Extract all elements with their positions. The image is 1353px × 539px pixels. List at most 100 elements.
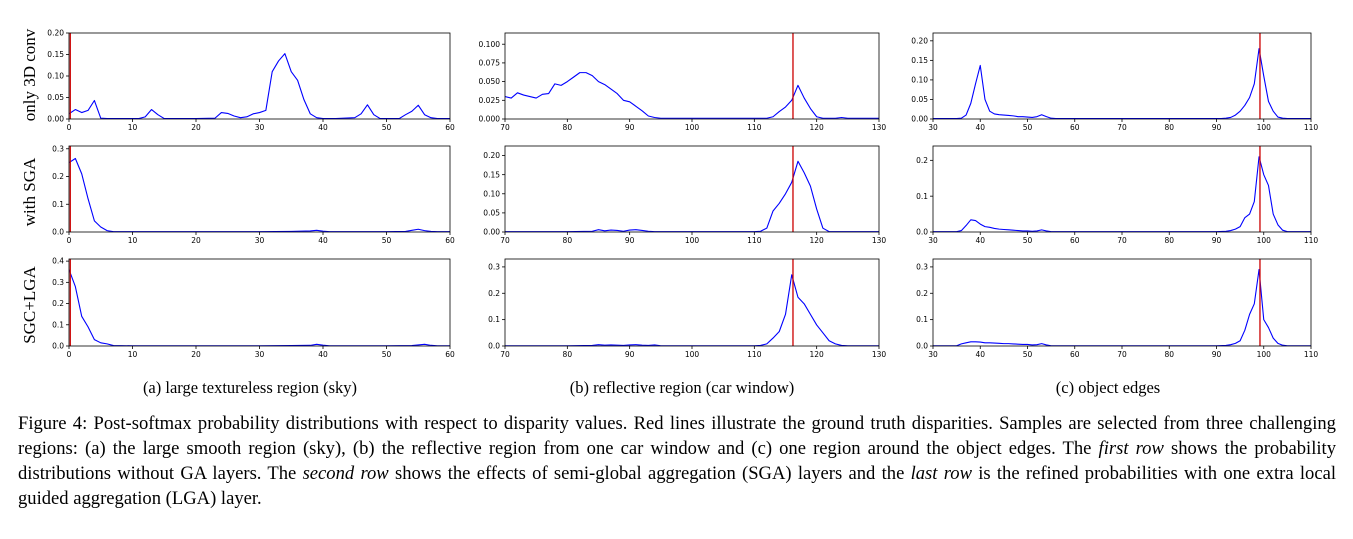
caption-text-2: shows the probability distributions with… bbox=[18, 438, 1336, 484]
x-tick-label: 50 bbox=[382, 236, 392, 245]
axes-frame bbox=[932, 145, 1312, 233]
x-tick-label: 80 bbox=[1164, 236, 1174, 245]
y-tick-label: 0.2 bbox=[52, 172, 64, 181]
y-tick-label: 0.2 bbox=[916, 156, 928, 165]
x-tick-label: 50 bbox=[382, 123, 392, 132]
y-tick-label: 0.05 bbox=[47, 93, 64, 102]
subfigure-caption-a: (a) large textureless region (sky) bbox=[143, 378, 357, 397]
y-tick-label: 0.15 bbox=[47, 50, 64, 59]
y-tick-label: 0.2 bbox=[52, 299, 64, 308]
chart-panel-c3: 0.0 0.1 0.2 0.3 30 40 50 60 70 80 90 100 110 bbox=[916, 258, 1319, 359]
y-tick-label: 0.00 bbox=[483, 228, 500, 237]
x-tick-label: 100 bbox=[1257, 123, 1272, 132]
x-tick-label: 100 bbox=[1257, 350, 1272, 359]
x-tick-label: 10 bbox=[128, 236, 138, 245]
x-tick-label: 30 bbox=[255, 123, 265, 132]
caption-figure-label: Figure 4: bbox=[18, 413, 88, 434]
x-tick-label: 70 bbox=[1117, 350, 1127, 359]
probability-curve bbox=[69, 157, 450, 232]
probability-curve bbox=[69, 53, 450, 119]
x-tick-label: 50 bbox=[382, 350, 392, 359]
x-tick-label: 20 bbox=[191, 123, 201, 132]
y-tick-label: 0.15 bbox=[483, 170, 500, 179]
y-tick-label: 0.075 bbox=[479, 59, 501, 68]
x-tick-label: 0 bbox=[67, 236, 72, 245]
x-tick-label: 30 bbox=[255, 350, 265, 359]
x-tick-label: 30 bbox=[928, 236, 938, 245]
x-tick-label: 70 bbox=[1117, 236, 1127, 245]
caption-italic-last-row: last row bbox=[910, 463, 972, 484]
y-tick-label: 0.3 bbox=[52, 278, 64, 287]
y-tick-label: 0.05 bbox=[911, 95, 928, 104]
row-label-sgc-lga: SGC+LGA bbox=[20, 265, 39, 343]
x-tick-label: 30 bbox=[928, 123, 938, 132]
x-tick-label: 40 bbox=[975, 123, 985, 132]
y-tick-label: 0.0 bbox=[488, 342, 500, 351]
x-tick-label: 40 bbox=[975, 236, 985, 245]
figure-caption: Figure 4: Post-softmax probability distr… bbox=[18, 411, 1336, 511]
x-tick-label: 80 bbox=[1164, 350, 1174, 359]
probability-curve bbox=[505, 72, 879, 119]
chart-panel-c1: 0.00 0.05 0.10 0.15 0.20 30 40 50 60 70 80 90 100 110 bbox=[911, 32, 1318, 132]
caption-italic-first-row: first row bbox=[1098, 438, 1164, 459]
axes-frame bbox=[932, 32, 1312, 120]
y-tick-label: 0.10 bbox=[47, 72, 64, 81]
probability-curve bbox=[933, 268, 1311, 346]
x-tick-label: 60 bbox=[1070, 123, 1080, 132]
chart-panel-b1: 0.000 0.025 0.050 0.075 0.100 70 80 90 100 110 120… bbox=[479, 32, 887, 132]
y-tick-label: 0.2 bbox=[916, 289, 928, 298]
chart-panel-a2: 0.0 0.1 0.2 0.3 0 10 20 30 40 50 60 bbox=[52, 144, 455, 245]
y-tick-label: 0.05 bbox=[483, 208, 500, 217]
x-tick-label: 120 bbox=[810, 236, 825, 245]
x-tick-label: 80 bbox=[563, 350, 573, 359]
x-tick-label: 80 bbox=[563, 236, 573, 245]
x-tick-label: 30 bbox=[928, 350, 938, 359]
x-tick-label: 70 bbox=[1117, 123, 1127, 132]
x-tick-label: 110 bbox=[747, 236, 762, 245]
axes-frame bbox=[68, 258, 451, 347]
x-tick-label: 60 bbox=[445, 350, 455, 359]
y-tick-label: 0.0 bbox=[52, 228, 64, 237]
x-tick-label: 40 bbox=[318, 350, 328, 359]
caption-text-3: shows the effects of semi-global aggrega… bbox=[388, 463, 911, 484]
x-tick-label: 110 bbox=[1304, 350, 1319, 359]
x-tick-label: 90 bbox=[625, 236, 635, 245]
y-tick-label: 0.100 bbox=[479, 40, 501, 49]
x-tick-label: 90 bbox=[625, 123, 635, 132]
chart-panel-b3: 0.0 0.1 0.2 0.3 70 80 90 100 110 120 130 bbox=[488, 258, 887, 359]
y-tick-label: 0.2 bbox=[488, 289, 500, 298]
x-tick-label: 40 bbox=[318, 123, 328, 132]
x-tick-label: 90 bbox=[1212, 350, 1222, 359]
y-tick-label: 0.1 bbox=[488, 315, 500, 324]
chart-panel-a1: 0.00 0.05 0.10 0.15 0.20 0 10 20 30 40 50 60 bbox=[47, 29, 455, 132]
y-tick-label: 0.10 bbox=[911, 76, 928, 85]
y-tick-label: 0.20 bbox=[47, 29, 64, 38]
axes-frame bbox=[68, 145, 451, 233]
x-tick-label: 60 bbox=[1070, 350, 1080, 359]
x-tick-label: 110 bbox=[747, 350, 762, 359]
x-tick-label: 40 bbox=[975, 350, 985, 359]
x-tick-label: 130 bbox=[872, 123, 887, 132]
x-tick-label: 90 bbox=[1212, 123, 1222, 132]
x-tick-label: 130 bbox=[872, 350, 887, 359]
y-tick-label: 0.10 bbox=[483, 189, 500, 198]
caption-italic-second-row: second row bbox=[302, 463, 389, 484]
caption-text-4: is the refined probabilities with one ex… bbox=[18, 463, 1336, 509]
x-tick-label: 60 bbox=[445, 236, 455, 245]
x-tick-label: 130 bbox=[872, 236, 887, 245]
x-tick-label: 80 bbox=[1164, 123, 1174, 132]
x-tick-label: 20 bbox=[191, 236, 201, 245]
y-tick-label: 0.050 bbox=[479, 77, 501, 86]
chart-panel-a3: 0.0 0.1 0.2 0.3 0.4 0 10 20 30 40 50 60 bbox=[52, 257, 455, 359]
y-tick-label: 0.4 bbox=[52, 257, 64, 266]
x-tick-label: 90 bbox=[625, 350, 635, 359]
y-tick-label: 0.0 bbox=[52, 342, 64, 351]
x-tick-label: 60 bbox=[1070, 236, 1080, 245]
y-tick-label: 0.3 bbox=[488, 263, 500, 272]
y-tick-label: 0.3 bbox=[52, 144, 64, 153]
subfigure-caption-b: (b) reflective region (car window) bbox=[570, 378, 794, 397]
x-tick-label: 120 bbox=[810, 350, 825, 359]
x-tick-label: 10 bbox=[128, 350, 138, 359]
x-tick-label: 110 bbox=[747, 123, 762, 132]
